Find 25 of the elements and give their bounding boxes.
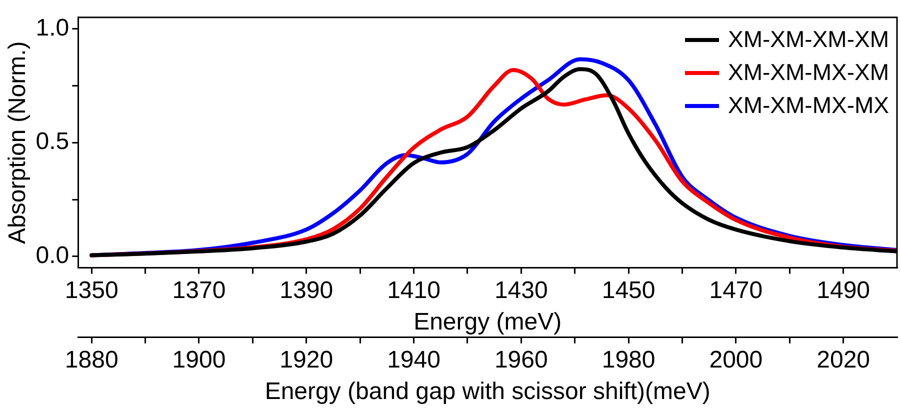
x-tick-label: 1410 xyxy=(387,276,440,304)
legend-label: XM-XM-MX-XM xyxy=(728,59,889,86)
x2-tick-label: 1920 xyxy=(280,346,334,374)
x-tick-label: 1370 xyxy=(172,276,226,304)
x2-tick-label: 1940 xyxy=(387,346,440,374)
y-tick-label: 0.5 xyxy=(36,128,70,156)
x-tick-label: 1470 xyxy=(709,276,763,304)
x2-tick-label: 1960 xyxy=(494,346,548,374)
x2-tick-label: 1900 xyxy=(172,346,226,374)
x-axis-title: Energy (meV) xyxy=(414,308,562,336)
legend-label: XM-XM-XM-XM xyxy=(728,26,889,54)
y-tick-label: 0.0 xyxy=(36,242,70,270)
x-tick-label: 1390 xyxy=(280,276,334,304)
x-tick-label: 1350 xyxy=(64,276,118,304)
x2-tick-label: 1980 xyxy=(602,346,656,374)
x-tick-label: 1450 xyxy=(602,276,656,304)
x2-tick-label: 2000 xyxy=(709,346,763,374)
legend-label: XM-XM-MX-MX xyxy=(728,92,889,120)
x2-axis-title: Energy (band gap with scissor shift)(meV) xyxy=(264,378,710,406)
y-tick-label: 1.0 xyxy=(36,14,70,42)
x2-tick-label: 2020 xyxy=(816,346,870,374)
x-tick-label: 1490 xyxy=(816,276,870,304)
x2-tick-label: 1880 xyxy=(64,346,118,374)
x-tick-label: 1430 xyxy=(494,276,548,304)
y-axis-title: Absorption (Norm.) xyxy=(4,41,32,244)
